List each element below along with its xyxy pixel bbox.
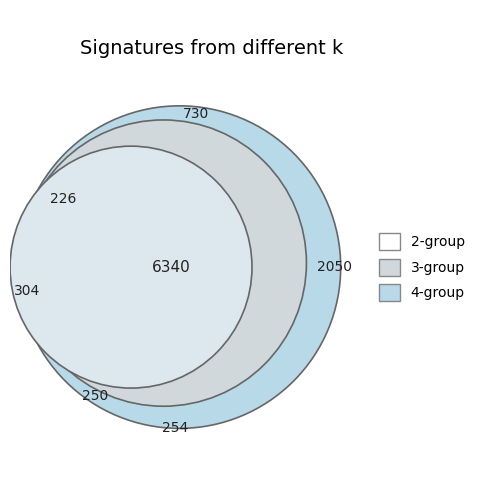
Circle shape [20,120,306,406]
Title: Signatures from different k: Signatures from different k [80,39,343,58]
Circle shape [18,106,341,428]
Circle shape [10,146,252,388]
Legend: 2-group, 3-group, 4-group: 2-group, 3-group, 4-group [372,226,472,308]
Text: 250: 250 [82,389,108,403]
Text: 6340: 6340 [152,260,191,275]
Text: 730: 730 [182,107,209,121]
Text: 226: 226 [50,192,77,206]
Text: 254: 254 [162,421,188,435]
Text: 2050: 2050 [317,260,351,274]
Text: 304: 304 [14,284,40,298]
